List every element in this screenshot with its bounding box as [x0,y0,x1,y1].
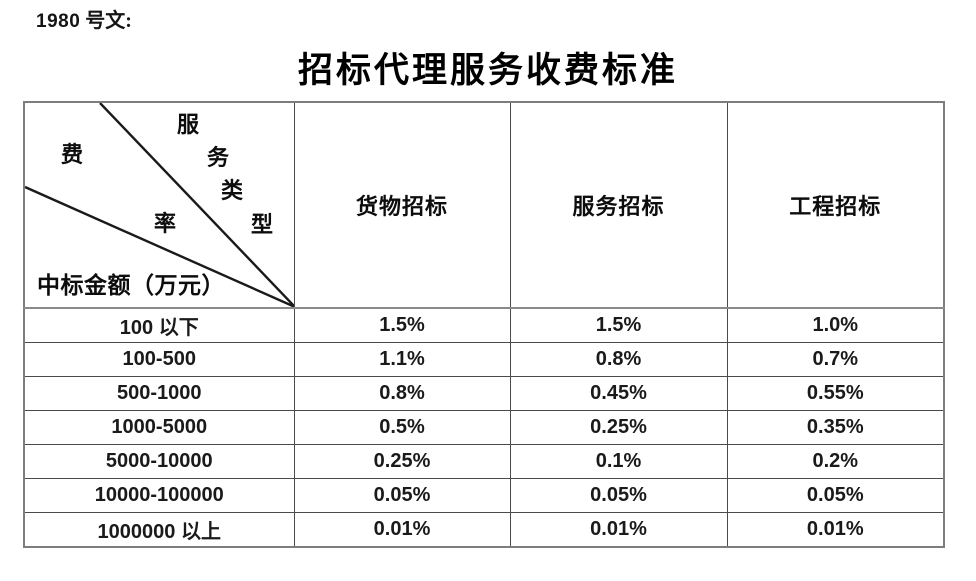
row-range-cell: 100-500 [23,342,295,377]
table-row: 500-1000 0.8% 0.45% 0.55% [23,376,945,411]
fee-table: 服 务 类 型 费 率 中标金额（万元） 货物招标 服务招标 工程招标 100 … [23,101,945,548]
row-range-cell: 10000-100000 [23,478,295,513]
table-row: 5000-10000 0.25% 0.1% 0.2% [23,444,945,479]
column-header-services: 服务招标 [509,101,728,309]
row-value-cell: 0.8% [293,376,511,411]
row-range-cell: 100 以下 [23,307,295,343]
table-row: 10000-100000 0.05% 0.05% 0.05% [23,478,945,513]
row-range-cell: 5000-10000 [23,444,295,479]
row-value-cell: 0.55% [726,376,945,411]
table-row: 1000-5000 0.5% 0.25% 0.35% [23,410,945,445]
row-value-cell: 0.45% [509,376,728,411]
row-value-cell: 0.2% [726,444,945,479]
row-value-cell: 0.25% [293,444,511,479]
corner-label-amount: 中标金额（万元） [37,273,225,298]
row-value-cell: 0.01% [293,512,511,548]
row-value-cell: 0.1% [509,444,728,479]
corner-label-service-type-char: 型 [251,212,274,237]
fee-table-grid: 服 务 类 型 费 率 中标金额（万元） 货物招标 服务招标 工程招标 100 … [23,101,945,548]
table-row: 1000000 以上 0.01% 0.01% 0.01% [23,512,945,548]
row-value-cell: 0.05% [293,478,511,513]
row-value-cell: 0.01% [726,512,945,548]
corner-label-service-type-char: 务 [207,145,230,170]
doc-reference-suffix: 号文: [85,10,132,32]
table-header-row: 服 务 类 型 费 率 中标金额（万元） 货物招标 服务招标 工程招标 [23,101,945,309]
table-row: 100-500 1.1% 0.8% 0.7% [23,342,945,377]
column-header-engineering: 工程招标 [726,101,945,309]
row-value-cell: 1.5% [293,307,511,343]
column-header-goods: 货物招标 [293,101,511,309]
row-value-cell: 0.01% [509,512,728,548]
page-title: 招标代理服务收费标准 [297,51,678,90]
corner-label-fee-rate-char: 费 [61,142,84,167]
row-value-cell: 0.05% [509,478,728,513]
diagonal-lines [25,103,293,306]
corner-label-service-type-char: 服 [177,112,200,137]
corner-label-service-type-char: 类 [221,178,244,203]
row-value-cell: 0.35% [726,410,945,445]
row-value-cell: 0.5% [293,410,511,445]
row-value-cell: 0.25% [509,410,728,445]
row-value-cell: 1.5% [509,307,728,343]
corner-label-fee-rate-char: 率 [154,211,177,236]
row-range-cell: 1000-5000 [23,410,295,445]
row-range-cell: 500-1000 [23,376,295,411]
row-range-cell: 1000000 以上 [23,512,295,548]
row-value-cell: 1.1% [293,342,511,377]
row-value-cell: 0.8% [509,342,728,377]
row-value-cell: 1.0% [726,307,945,343]
doc-reference-number: 1980 [36,11,81,32]
row-value-cell: 0.05% [726,478,945,513]
table-row: 100 以下 1.5% 1.5% 1.0% [23,307,945,343]
table-corner-cell: 服 务 类 型 费 率 中标金额（万元） [23,101,295,309]
doc-reference: 1980 号文: [36,4,132,33]
row-value-cell: 0.7% [726,342,945,377]
